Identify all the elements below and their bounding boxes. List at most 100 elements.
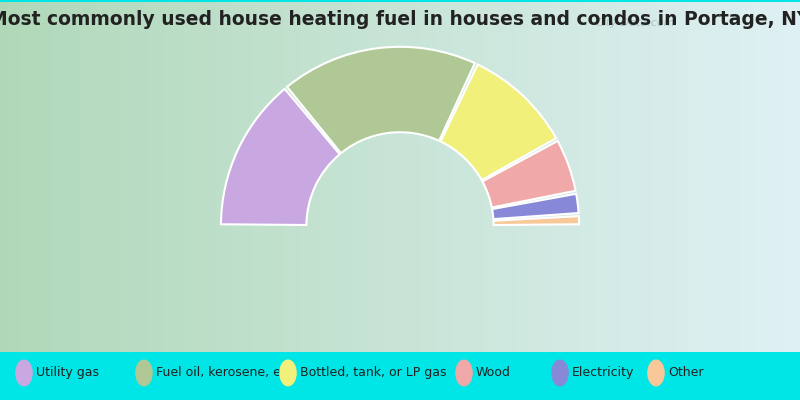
Bar [448,2,452,352]
Bar [128,2,132,352]
Bar [600,2,604,352]
Bar [132,2,136,352]
Bar [176,2,180,352]
Bar [524,2,528,352]
Bar [204,2,208,352]
Bar [144,2,148,352]
Bar [284,2,288,352]
Bar [152,2,156,352]
Bar [328,2,332,352]
Bar [96,2,100,352]
Bar [580,2,584,352]
Ellipse shape [279,360,297,386]
Bar [268,2,272,352]
Bar [548,2,552,352]
Bar [500,2,504,352]
Bar [384,2,388,352]
Bar [644,2,648,352]
Bar [544,2,548,352]
Bar [776,2,780,352]
Bar [352,2,356,352]
Bar [608,2,612,352]
Bar [576,2,580,352]
Bar [80,2,84,352]
Text: Electricity: Electricity [572,366,634,380]
Bar [420,2,424,352]
Bar [28,2,32,352]
Text: City-Data.com: City-Data.com [595,18,674,28]
Bar [664,2,668,352]
Wedge shape [287,47,475,153]
Bar [228,2,232,352]
Ellipse shape [455,360,473,386]
Bar [60,2,64,352]
Wedge shape [441,64,556,180]
Text: Bottled, tank, or LP gas: Bottled, tank, or LP gas [300,366,446,380]
Bar [40,2,44,352]
Bar [196,2,200,352]
Bar [736,2,740,352]
Bar [124,2,128,352]
Bar [140,2,144,352]
Bar [680,2,684,352]
Bar [332,2,336,352]
Bar [108,2,112,352]
Bar [732,2,736,352]
Bar [708,2,712,352]
Bar [220,2,224,352]
Bar [452,2,456,352]
Ellipse shape [15,360,33,386]
Bar [164,2,168,352]
Bar [504,2,508,352]
Bar [636,2,640,352]
Bar [280,2,284,352]
Bar [336,2,340,352]
Bar [528,2,532,352]
Bar [400,2,404,352]
Bar [0,2,4,352]
Bar [376,2,380,352]
Text: Other: Other [668,366,703,380]
Bar [476,2,480,352]
Bar [752,2,756,352]
Bar [240,2,244,352]
Bar [480,2,484,352]
Bar [488,2,492,352]
Bar [552,2,556,352]
Bar [700,2,704,352]
Bar [8,2,12,352]
Ellipse shape [135,360,153,386]
Bar [156,2,160,352]
Bar [76,2,80,352]
Bar [276,2,280,352]
Bar [172,2,176,352]
Bar [428,2,432,352]
Bar [300,2,304,352]
Bar [540,2,544,352]
Bar [628,2,632,352]
Bar [256,2,260,352]
Bar [460,2,464,352]
Bar [652,2,656,352]
Bar [120,2,124,352]
Wedge shape [492,194,578,219]
Bar [200,2,204,352]
Bar [180,2,184,352]
Bar [168,2,172,352]
Bar [188,2,192,352]
Bar [100,2,104,352]
Bar [768,2,772,352]
Bar [696,2,700,352]
Bar [424,2,428,352]
Bar [556,2,560,352]
Bar [520,2,524,352]
Bar [660,2,664,352]
Bar [320,2,324,352]
Bar [16,2,20,352]
Bar [56,2,60,352]
Bar [492,2,496,352]
Bar [672,2,676,352]
Bar [560,2,564,352]
Text: Fuel oil, kerosene, etc.: Fuel oil, kerosene, etc. [156,366,297,380]
Bar [720,2,724,352]
